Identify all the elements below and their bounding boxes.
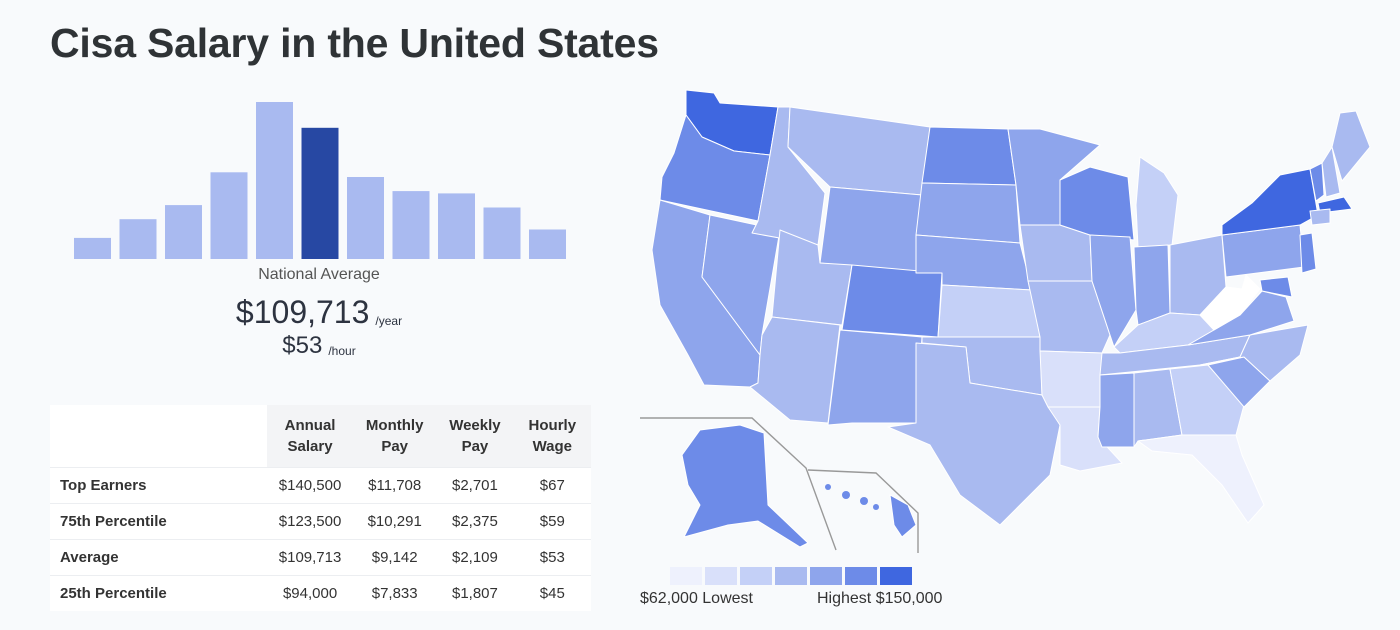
table-header-label: Hourly Wage [528,417,577,455]
hourly-cell: $53 [513,539,591,576]
histogram-bar [165,205,202,259]
state-indiana[interactable] [1133,244,1171,326]
state-alaska[interactable] [681,424,809,548]
annual-cell: $123,500 [267,503,354,540]
hawaii-islands [825,484,879,510]
annual-salary: $109,713/year [68,294,570,331]
legend-swatch [740,567,772,585]
annual-salary-value: $109,713 [235,294,370,330]
monthly-cell: $7,833 [353,575,437,611]
annual-cell: $109,713 [267,539,354,576]
state-kansas[interactable] [937,284,1041,338]
hourly-cell: $59 [513,503,591,540]
state-colorado[interactable] [841,264,943,338]
table-row: Average $109,713 $9,142 $2,109 $53 [50,539,591,576]
legend-swatch [775,567,807,585]
pay-table: Annual Salary Monthly Pay Weekly Pay Hou… [50,405,591,611]
table-row: 25th Percentile $94,000 $7,833 $1,807 $4… [50,575,591,611]
histogram-bar [74,237,111,259]
state-maine[interactable] [1331,110,1371,182]
page-title: Cisa Salary in the United States [50,20,659,66]
legend-swatch [705,567,737,585]
table-header-monthly: Monthly Pay [353,405,437,468]
hourly-cell: $45 [513,575,591,611]
table-header-annual: Annual Salary [267,405,354,468]
state-arkansas[interactable] [1039,350,1103,408]
histogram-bar [347,177,384,259]
histogram-bar [210,172,248,259]
legend-swatch [880,567,912,585]
state-north-dakota[interactable] [921,126,1017,186]
row-label: Average [50,539,267,576]
row-label: Top Earners [50,467,267,504]
state-new-jersey[interactable] [1299,232,1317,274]
table-header-hourly: Hourly Wage [513,405,591,468]
table-row: Top Earners $140,500 $11,708 $2,701 $67 [50,467,591,504]
annual-cell: $140,500 [267,467,354,504]
state-texas[interactable] [887,342,1061,526]
histogram-bar [438,193,475,259]
hour-unit: /hour [328,344,356,358]
state-new-mexico[interactable] [827,329,923,426]
state-michigan[interactable] [1135,156,1179,248]
hourly-cell: $67 [513,467,591,504]
national-average-label: National Average [258,266,380,283]
state-arizona[interactable] [749,316,841,424]
state-south-dakota[interactable] [915,182,1021,244]
hourly-salary: $53/hour [68,332,570,360]
legend-swatch [810,567,842,585]
monthly-cell: $9,142 [353,539,437,576]
weekly-cell: $2,701 [436,467,514,504]
map-legend [670,567,912,585]
state-georgia[interactable] [1169,364,1245,436]
histogram-bar [483,207,521,259]
legend-swatch [845,567,877,585]
state-new-york[interactable] [1221,168,1319,236]
hourly-salary-value: $53 [282,332,323,359]
annual-cell: $94,000 [267,575,354,611]
table-header-weekly: Weekly Pay [436,405,514,468]
hawaii-inset-border [807,469,919,553]
state-connecticut[interactable] [1309,208,1331,226]
monthly-cell: $11,708 [353,467,437,504]
weekly-cell: $2,109 [436,539,514,576]
histogram-bar [392,191,430,259]
state-hawaii[interactable] [889,494,917,538]
state-iowa[interactable] [1019,224,1093,282]
us-salary-map [640,89,1371,553]
monthly-cell: $10,291 [353,503,437,540]
state-wyoming[interactable] [819,186,923,274]
state-maryland[interactable] [1259,276,1293,298]
histogram-bar [256,102,293,259]
legend-low-label: $62,000 Lowest [640,590,753,607]
state-florida[interactable] [1137,434,1265,524]
table-header-label: Monthly Pay [365,417,424,455]
weekly-cell: $1,807 [436,575,514,611]
state-wisconsin[interactable] [1059,166,1135,241]
table-header-label: Weekly Pay [449,417,501,455]
salary-histogram [74,102,566,259]
state-north-carolina[interactable] [1199,324,1309,382]
row-label: 75th Percentile [50,503,267,540]
legend-high-label: Highest $150,000 [817,590,943,607]
state-west-virginia[interactable] [1199,274,1261,331]
state-vermont[interactable] [1309,162,1325,202]
histogram-bar [529,229,566,259]
state-new-hampshire[interactable] [1321,146,1341,198]
state-mississippi[interactable] [1097,372,1135,448]
year-unit: /year [375,314,403,328]
table-row: 75th Percentile $123,500 $10,291 $2,375 … [50,503,591,540]
legend-swatch [670,567,702,585]
weekly-cell: $2,375 [436,503,514,540]
histogram-bar-highlight [301,127,339,259]
table-header-row: Annual Salary Monthly Pay Weekly Pay Hou… [50,405,591,468]
alaska-inset-border [640,417,837,551]
table-header-blank [50,405,267,468]
histogram-bar [119,219,157,259]
row-label: 25th Percentile [50,575,267,611]
table-header-label: Annual Salary [284,417,336,455]
